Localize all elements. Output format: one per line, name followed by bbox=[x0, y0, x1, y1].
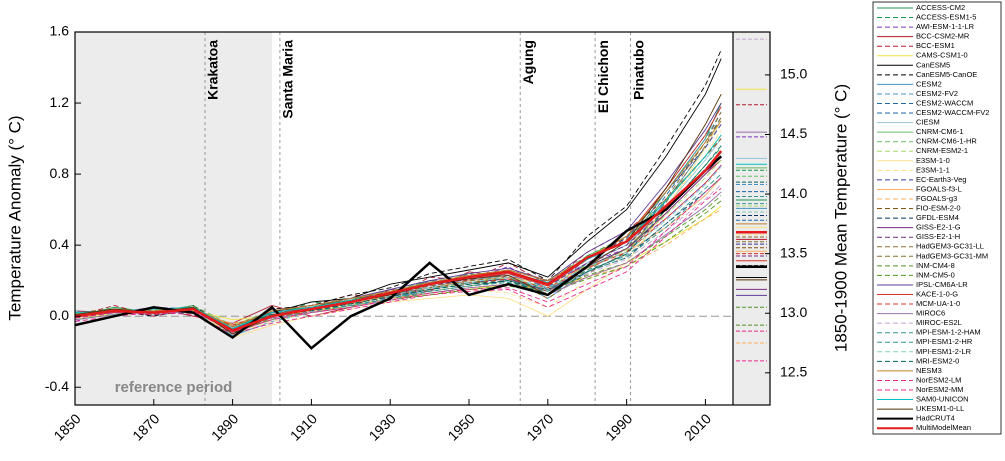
y2-tick-label: 12.5 bbox=[780, 364, 807, 380]
legend-label: FGOALS-g3 bbox=[916, 194, 957, 203]
volcano-label: Pinatubo bbox=[630, 40, 646, 100]
legend-label: ACCESS-ESM1-5 bbox=[916, 13, 976, 22]
legend-label: CNRM-CM6-1-HR bbox=[916, 137, 977, 146]
legend-label: FGOALS-f3-L bbox=[916, 184, 962, 193]
legend-label: GISS-E2-1-G bbox=[916, 223, 961, 232]
legend-label: MPI-ESM1-2-LR bbox=[916, 347, 972, 356]
x-tick-label: 1870 bbox=[129, 410, 162, 443]
legend-label: CNRM-CM6-1 bbox=[916, 127, 964, 136]
legend-label: SAM0-UNICON bbox=[916, 395, 969, 404]
series-line bbox=[74, 155, 723, 350]
x-tick-label: 1930 bbox=[366, 410, 399, 443]
legend-label: E3SM-1-0 bbox=[916, 156, 950, 165]
reference-period-label: reference period bbox=[115, 379, 233, 396]
x-tick-label: 2010 bbox=[681, 410, 714, 443]
volcano-label: Agung bbox=[520, 40, 536, 84]
reference-period bbox=[75, 32, 273, 405]
legend-label: CESM2 bbox=[916, 79, 942, 88]
legend-label: NESM3 bbox=[916, 366, 942, 375]
legend-label: MultiModelMean bbox=[916, 423, 971, 432]
series-line bbox=[74, 209, 722, 324]
legend-label: GISS-E2-1-H bbox=[916, 232, 960, 241]
y2-tick-label: 15.0 bbox=[780, 66, 807, 82]
legend-label: CanESM5-CanOE bbox=[916, 70, 977, 79]
side-panel bbox=[733, 32, 770, 405]
legend-label: KACE-1-0-G bbox=[916, 289, 958, 298]
legend-label: MIROC6 bbox=[916, 309, 945, 318]
x-tick-label: 1970 bbox=[523, 410, 556, 443]
legend-label: INM-CM4-8 bbox=[916, 261, 955, 270]
legend-label: MCM-UA-1-0 bbox=[916, 299, 960, 308]
y2-tick-label: 13.5 bbox=[780, 244, 807, 260]
y-tick-label: 1.6 bbox=[50, 23, 70, 39]
series-line bbox=[74, 173, 722, 330]
legend-label: CAMS-CSM1-0 bbox=[916, 51, 968, 60]
y2-tick-label: 14.5 bbox=[780, 125, 807, 141]
legend-label: CNRM-ESM2-1 bbox=[916, 146, 968, 155]
volcano-label: El Chichon bbox=[595, 40, 611, 113]
y2-tick-label: 14.0 bbox=[780, 185, 807, 201]
series-line bbox=[74, 150, 723, 332]
y2-axis-label: 1850-1900 Mean Temperature (° C) bbox=[831, 84, 850, 352]
y-tick-label: 0.4 bbox=[50, 236, 70, 252]
legend-label: BCC-ESM1 bbox=[916, 41, 955, 50]
legend-label: ACCESS-CM2 bbox=[916, 3, 965, 12]
legend-label: GFDL-ESM4 bbox=[916, 213, 959, 222]
y-tick-label: 0.8 bbox=[50, 165, 70, 181]
x-tick-label: 1850 bbox=[50, 410, 83, 443]
legend-label: E3SM-1-1 bbox=[916, 165, 950, 174]
y-tick-label: 0.0 bbox=[50, 307, 70, 323]
legend-label: NorESM2-LM bbox=[916, 375, 961, 384]
series-line bbox=[74, 166, 722, 331]
legend-label: HadCRUT4 bbox=[916, 414, 955, 423]
x-tick-label: 1950 bbox=[444, 410, 477, 443]
volcano-label: Krakatoa bbox=[205, 40, 221, 100]
legend-label: CESM2-WACCM bbox=[916, 98, 973, 107]
legend-label: FIO-ESM-2-0 bbox=[916, 204, 961, 213]
x-tick-label: 1910 bbox=[287, 410, 320, 443]
legend-label: HadGEM3-GC31-MM bbox=[916, 251, 988, 260]
legend-label: EC-Earth3-Veg bbox=[916, 175, 966, 184]
legend-label: BCC-CSM2-MR bbox=[916, 32, 970, 41]
series-line bbox=[74, 134, 722, 326]
x-tick-label: 1890 bbox=[208, 410, 241, 443]
legend-label: MIROC-ES2L bbox=[916, 318, 962, 327]
legend-label: CIESM bbox=[916, 118, 940, 127]
legend-label: NorESM2-MM bbox=[916, 385, 964, 394]
legend-label: MPI-ESM-1-2-HAM bbox=[916, 328, 981, 337]
plot-frame bbox=[74, 31, 771, 406]
y2-tick-label: 13.0 bbox=[780, 304, 807, 320]
x-tick-label: 1990 bbox=[602, 410, 635, 443]
legend-label: UKESM1-0-LL bbox=[916, 404, 964, 413]
legend-label: HadGEM3-GC31-LL bbox=[916, 242, 984, 251]
series-line bbox=[74, 111, 722, 333]
legend-label: IPSL-CM6A-LR bbox=[916, 280, 968, 289]
y-axis-label: Temperature Anomaly (° C) bbox=[5, 115, 24, 320]
y-tick-label: 1.2 bbox=[50, 94, 70, 110]
volcano-label: Santa Maria bbox=[280, 40, 296, 119]
series-line bbox=[74, 187, 722, 335]
legend-label: CESM2-WACCM-FV2 bbox=[916, 108, 989, 117]
legend-label: CESM2-FV2 bbox=[916, 89, 958, 98]
legend-label: MRI-ESM2-0 bbox=[916, 356, 959, 365]
legend-label: CanESM5 bbox=[916, 60, 950, 69]
legend-label: MPI-ESM1-2-HR bbox=[916, 337, 973, 346]
legend-label: INM-CM5-0 bbox=[916, 270, 955, 279]
y-tick-label: -0.4 bbox=[45, 378, 69, 394]
legend-label: AWI-ESM-1-1-LR bbox=[916, 22, 975, 31]
